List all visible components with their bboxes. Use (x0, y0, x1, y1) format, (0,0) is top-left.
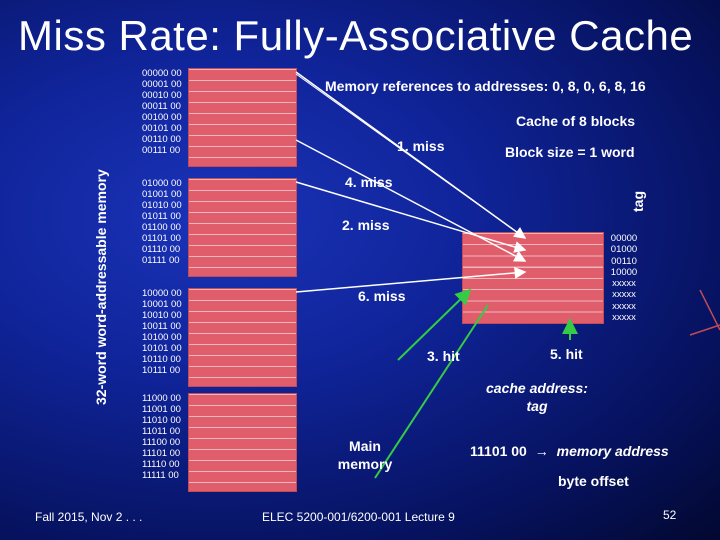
address: 00110 00 (142, 134, 181, 145)
address: 00100 00 (142, 112, 182, 123)
cache-tag-list: 00000 01000 00110 10000 xxxxx xxxxx xxxx… (608, 233, 640, 323)
memory-block-group-1 (188, 178, 297, 277)
address-list-3: 11000 00 11001 00 11010 00 11011 00 1110… (142, 393, 181, 481)
address: 10011 00 (142, 321, 181, 332)
cache-tag: 00000 (610, 233, 638, 244)
footer-date: Fall 2015, Nov 2 . . . (35, 510, 143, 524)
cache-tag: 10000 (610, 266, 638, 278)
deco-line-1 (699, 289, 720, 331)
cache-size-text: Cache of 8 blocks (516, 113, 636, 129)
block-size-text: Block size = 1 word (505, 144, 635, 160)
address: 11100 00 (142, 437, 181, 448)
event-6-miss: 6. miss (358, 288, 406, 304)
address-example-value: 11101 00 (470, 443, 527, 459)
address: 10001 00 (142, 299, 182, 310)
memory-address-label: memory address (556, 443, 669, 459)
deco-line-2 (689, 324, 720, 336)
address: 01100 00 (142, 222, 181, 233)
address: 11111 00 (142, 470, 179, 481)
address: 01001 00 (142, 189, 182, 200)
footer-course: ELEC 5200-001/6200-001 Lecture 9 (262, 510, 455, 524)
address: 01101 00 (142, 233, 181, 244)
arrow-2 (295, 139, 527, 262)
address: 00011 00 (142, 101, 181, 112)
arrow-4 (295, 181, 527, 253)
address: 00010 00 (142, 90, 182, 101)
address: 00000 00 (142, 68, 182, 79)
address: 10110 00 (142, 354, 181, 365)
arrow-hit-1 (374, 304, 489, 479)
memory-block-group-0 (188, 68, 297, 167)
address: 11000 00 (142, 393, 181, 404)
event-5-hit: 5. hit (550, 346, 583, 362)
event-3-hit: 3. hit (427, 348, 460, 364)
address: 01111 00 (142, 255, 180, 266)
cache-address-label: cache address: tag (486, 380, 588, 414)
arrow-hit-3 (397, 288, 472, 361)
address: 10010 00 (142, 310, 182, 321)
address: 00101 00 (142, 123, 182, 134)
event-2-miss: 2. miss (342, 217, 390, 233)
address-list-0: 00000 00 00001 00 00010 00 00011 00 0010… (142, 68, 182, 156)
address: 11101 00 (142, 448, 181, 459)
cache-tag: 00110 (611, 255, 637, 267)
arrow-3 (295, 73, 526, 239)
event-4-miss: 4. miss (345, 174, 393, 190)
address: 00001 00 (142, 79, 182, 90)
address: 00111 00 (142, 145, 181, 156)
address: 10100 00 (142, 332, 182, 343)
cache-tag: xxxxx (612, 300, 636, 312)
page-number: 52 (663, 508, 677, 522)
arrow-6 (295, 266, 527, 293)
cache-tag: 01000 (610, 244, 638, 256)
cache-tag: xxxxx (612, 289, 636, 301)
cache-tag: xxxxx (612, 311, 636, 323)
address-list-2: 10000 00 10001 00 10010 00 10011 00 1010… (142, 288, 182, 376)
address-list-1: 01000 00 01001 00 01010 00 01011 00 0110… (142, 178, 182, 266)
memory-block-group-3 (188, 393, 297, 492)
address: 01011 00 (142, 211, 181, 222)
address: 10000 00 (142, 288, 182, 299)
address: 11011 00 (142, 426, 181, 437)
address: 11010 00 (142, 415, 181, 426)
byte-offset-label: byte offset (558, 473, 629, 489)
event-1-miss: 1. miss (397, 138, 445, 154)
address: 10111 00 (142, 365, 181, 376)
main-memory-label: Main memory (337, 438, 393, 472)
memory-block-group-2 (188, 288, 297, 387)
address: 01110 00 (142, 244, 181, 255)
slide-title: Miss Rate: Fully-Associative Cache (18, 12, 694, 59)
address: 11110 00 (142, 459, 180, 470)
address: 11001 00 (142, 404, 181, 415)
memory-references-text: Memory references to addresses: 0, 8, 0,… (325, 78, 646, 94)
address-example: 11101 00 → memory address (470, 443, 669, 459)
address: 01010 00 (142, 200, 182, 211)
cache-tag: xxxxx (612, 278, 636, 289)
address: 10101 00 (142, 343, 182, 354)
right-arrow-icon: → (534, 443, 549, 459)
address: 01000 00 (142, 178, 182, 189)
